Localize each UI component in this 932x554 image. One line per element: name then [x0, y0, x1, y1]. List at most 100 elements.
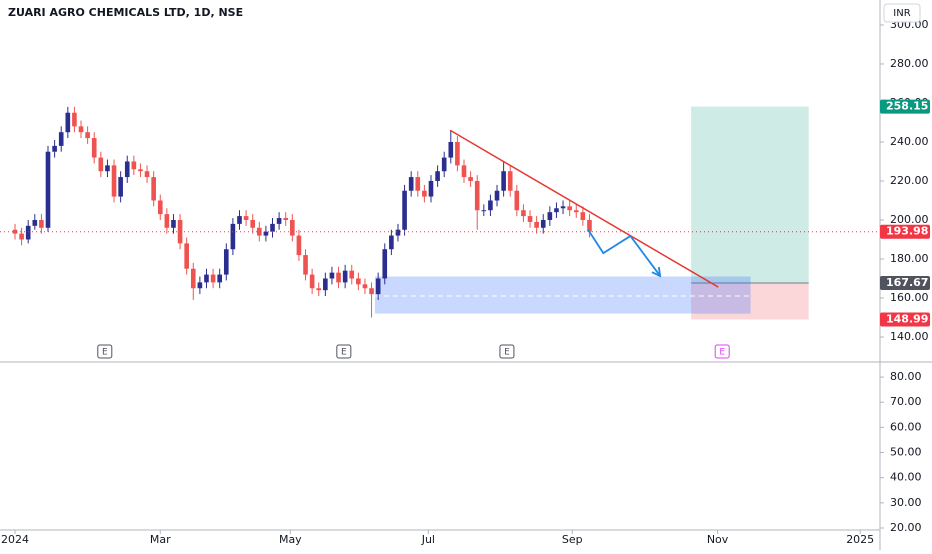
candle-body	[309, 274, 315, 289]
candle-body	[356, 278, 361, 285]
y-tick-label: 220.00	[890, 174, 929, 187]
y-tick-label: 140.00	[890, 330, 929, 343]
y-tick-label: 50.00	[890, 446, 922, 459]
candle-body	[389, 235, 394, 250]
candle-body	[276, 218, 282, 224]
candle-body	[111, 165, 117, 197]
candle-body	[461, 165, 467, 178]
candle-body	[78, 126, 84, 133]
event-label: E	[102, 348, 108, 358]
target-tag-label: 258.15	[886, 100, 928, 113]
candle-body	[171, 219, 176, 228]
candle-body	[342, 270, 348, 283]
candle-body	[32, 219, 38, 226]
candle-body	[375, 278, 381, 295]
candle-body	[567, 206, 572, 211]
candle-body	[217, 274, 222, 283]
x-tick-label: Sep	[562, 533, 583, 546]
y-tick-label: 30.00	[890, 496, 922, 509]
candle-body	[494, 190, 500, 201]
candle-body	[118, 177, 123, 197]
candle-body	[382, 249, 388, 279]
x-tick-label: 2024	[1, 533, 29, 546]
currency-label: INR	[893, 8, 910, 19]
candle-body	[204, 274, 209, 283]
candle-body	[501, 171, 506, 191]
candle-body	[296, 235, 302, 256]
candle-body	[369, 288, 374, 295]
event-marker	[336, 344, 352, 359]
candle-body	[349, 270, 355, 279]
support-zone	[374, 276, 751, 314]
candle-body	[481, 210, 487, 212]
candle-body	[547, 212, 553, 220]
y-tick-label: 40.00	[890, 471, 922, 484]
candle-body	[39, 219, 44, 228]
candle-body	[521, 210, 526, 217]
candle-body	[514, 190, 520, 211]
entry-tag-label: 167.67	[886, 276, 928, 289]
last-price-tag-label: 193.98	[886, 225, 928, 238]
currency-button[interactable]	[883, 3, 921, 23]
candle-body	[230, 223, 236, 250]
candle-body	[250, 219, 256, 228]
y-tick-label: 80.00	[890, 370, 922, 383]
candle-body	[415, 177, 421, 191]
candle-body	[91, 138, 97, 158]
candle-body	[164, 214, 170, 228]
candle-body	[12, 229, 18, 234]
stop-tag-label: 148.99	[886, 312, 928, 325]
y-tick-label: 180.00	[890, 252, 929, 265]
y-tick-label: 60.00	[890, 420, 922, 433]
candle-body	[157, 200, 163, 215]
x-tick-label: 2025	[846, 533, 874, 546]
candle-body	[448, 141, 454, 158]
candle-body	[144, 171, 150, 178]
candle-body	[210, 274, 216, 283]
candle-body	[85, 132, 90, 139]
candle-body	[45, 151, 51, 228]
projection-arrow	[587, 229, 661, 277]
candle-body	[243, 216, 249, 220]
chart-title: ZUARI AGRO CHEMICALS LTD, 1D, NSE	[8, 6, 243, 19]
candle-body	[184, 243, 189, 269]
candle-body	[290, 219, 295, 236]
event-marker	[97, 344, 113, 359]
candle-body	[323, 278, 328, 291]
y-tick-label: 70.00	[890, 395, 922, 408]
candle-body	[554, 208, 559, 213]
y-tick-label: 200.00	[890, 213, 929, 226]
candle-body	[474, 180, 480, 211]
candle-body	[283, 218, 289, 220]
x-tick-label: May	[279, 533, 302, 546]
candle-body	[190, 268, 196, 289]
candle-body	[303, 255, 308, 275]
candle-body	[435, 171, 440, 181]
candle-body	[124, 161, 130, 178]
arrow-head	[651, 266, 662, 278]
candle-body	[534, 221, 539, 228]
candle-body	[540, 219, 546, 228]
stop-zone	[691, 283, 809, 320]
event-marker	[714, 344, 730, 359]
stop-tag	[880, 312, 930, 327]
event-marker	[499, 344, 515, 359]
candle-body	[408, 177, 414, 191]
candle-body	[19, 233, 24, 240]
candle-body	[507, 171, 513, 191]
event-label: E	[719, 348, 725, 358]
trendline	[449, 129, 719, 288]
candle-body	[263, 231, 269, 236]
x-tick-label: Mar	[150, 533, 171, 546]
candle-body	[395, 229, 401, 236]
candle-body	[455, 141, 460, 166]
candle-body	[138, 169, 143, 172]
candle-body	[151, 177, 156, 201]
target-tag	[880, 99, 930, 114]
candle-body	[105, 165, 110, 172]
x-tick-label: Nov	[707, 533, 729, 546]
candle-body	[98, 157, 104, 172]
last-price-tag	[880, 224, 930, 239]
